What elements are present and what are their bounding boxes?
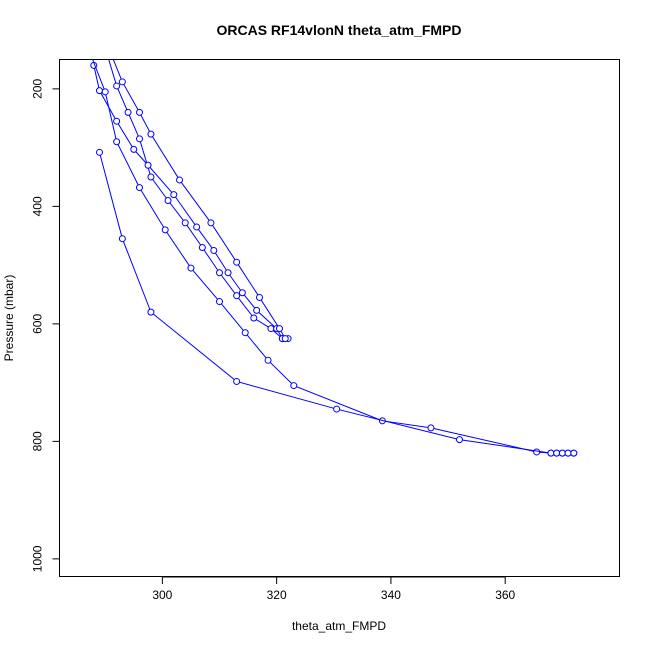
data-point	[547, 449, 555, 457]
data-point	[558, 449, 566, 457]
data-point	[233, 377, 241, 385]
data-point	[264, 356, 272, 364]
data-point	[108, 51, 114, 57]
data-point	[276, 325, 283, 333]
series-2	[90, 61, 286, 343]
y-tick-label: 400	[31, 196, 45, 216]
series-4	[85, 45, 578, 457]
data-point	[113, 117, 121, 125]
data-point	[136, 108, 143, 116]
x-axis-label: theta_atm_FMPD	[292, 619, 386, 633]
data-point	[113, 138, 121, 146]
data-point	[193, 223, 201, 231]
data-point	[210, 246, 218, 254]
data-point	[241, 329, 249, 337]
data-point	[161, 226, 169, 234]
data-point	[96, 148, 103, 156]
series-5	[96, 148, 578, 457]
data-point	[553, 449, 561, 457]
data-point	[238, 289, 246, 297]
y-tick-label: 800	[31, 431, 45, 451]
data-point	[187, 264, 195, 272]
series-3	[108, 51, 289, 343]
data-point	[281, 335, 289, 343]
y-tick-label: 1000	[31, 545, 45, 572]
data-point	[164, 197, 172, 204]
data-point	[290, 382, 298, 390]
data-point	[181, 219, 189, 227]
data-point	[533, 448, 541, 456]
data-point	[207, 219, 215, 227]
data-point	[456, 436, 463, 444]
x-axis: 300 320 340 360	[152, 576, 516, 602]
data-point	[267, 325, 275, 333]
data-point	[216, 269, 223, 277]
data-point	[250, 314, 258, 322]
data-point	[130, 145, 138, 153]
data-point	[224, 269, 232, 277]
x-tick-label: 300	[152, 588, 172, 602]
data-point	[427, 424, 435, 432]
data-point	[147, 173, 155, 181]
plot-area	[85, 45, 578, 457]
data-point	[101, 88, 109, 96]
series-line	[93, 65, 283, 339]
data-point	[147, 308, 155, 316]
data-point	[333, 405, 341, 413]
y-tick-label: 600	[31, 314, 45, 334]
y-tick-label: 200	[31, 79, 45, 99]
data-point	[198, 244, 206, 251]
y-axis-label: Pressure (mbar)	[2, 275, 16, 362]
plot-frame	[59, 59, 620, 577]
data-point	[233, 292, 241, 300]
data-point	[564, 449, 572, 457]
series-line	[92, 59, 574, 454]
data-point	[102, 45, 108, 51]
data-point	[96, 87, 103, 95]
data-point	[253, 306, 261, 314]
data-point	[176, 176, 183, 184]
data-point	[570, 449, 578, 457]
data-point	[216, 298, 223, 306]
x-tick-label: 320	[267, 588, 287, 602]
data-point	[136, 135, 143, 143]
series-line	[112, 59, 286, 339]
x-tick-label: 340	[381, 588, 401, 602]
data-point	[85, 45, 91, 51]
data-point	[136, 184, 143, 192]
data-point	[144, 161, 152, 169]
y-axis: 200 400 600 800 1000	[31, 79, 60, 572]
chart-title: ORCAS RF14vlonN theta_atm_FMPD	[216, 22, 461, 38]
data-point	[233, 258, 241, 266]
series-1	[102, 45, 292, 343]
data-point	[113, 82, 121, 90]
data-point	[170, 191, 178, 199]
data-point	[118, 78, 126, 86]
data-point	[124, 108, 132, 116]
data-point	[118, 235, 126, 243]
x-tick-label: 360	[495, 588, 515, 602]
data-point	[256, 293, 263, 301]
data-point	[147, 130, 155, 138]
